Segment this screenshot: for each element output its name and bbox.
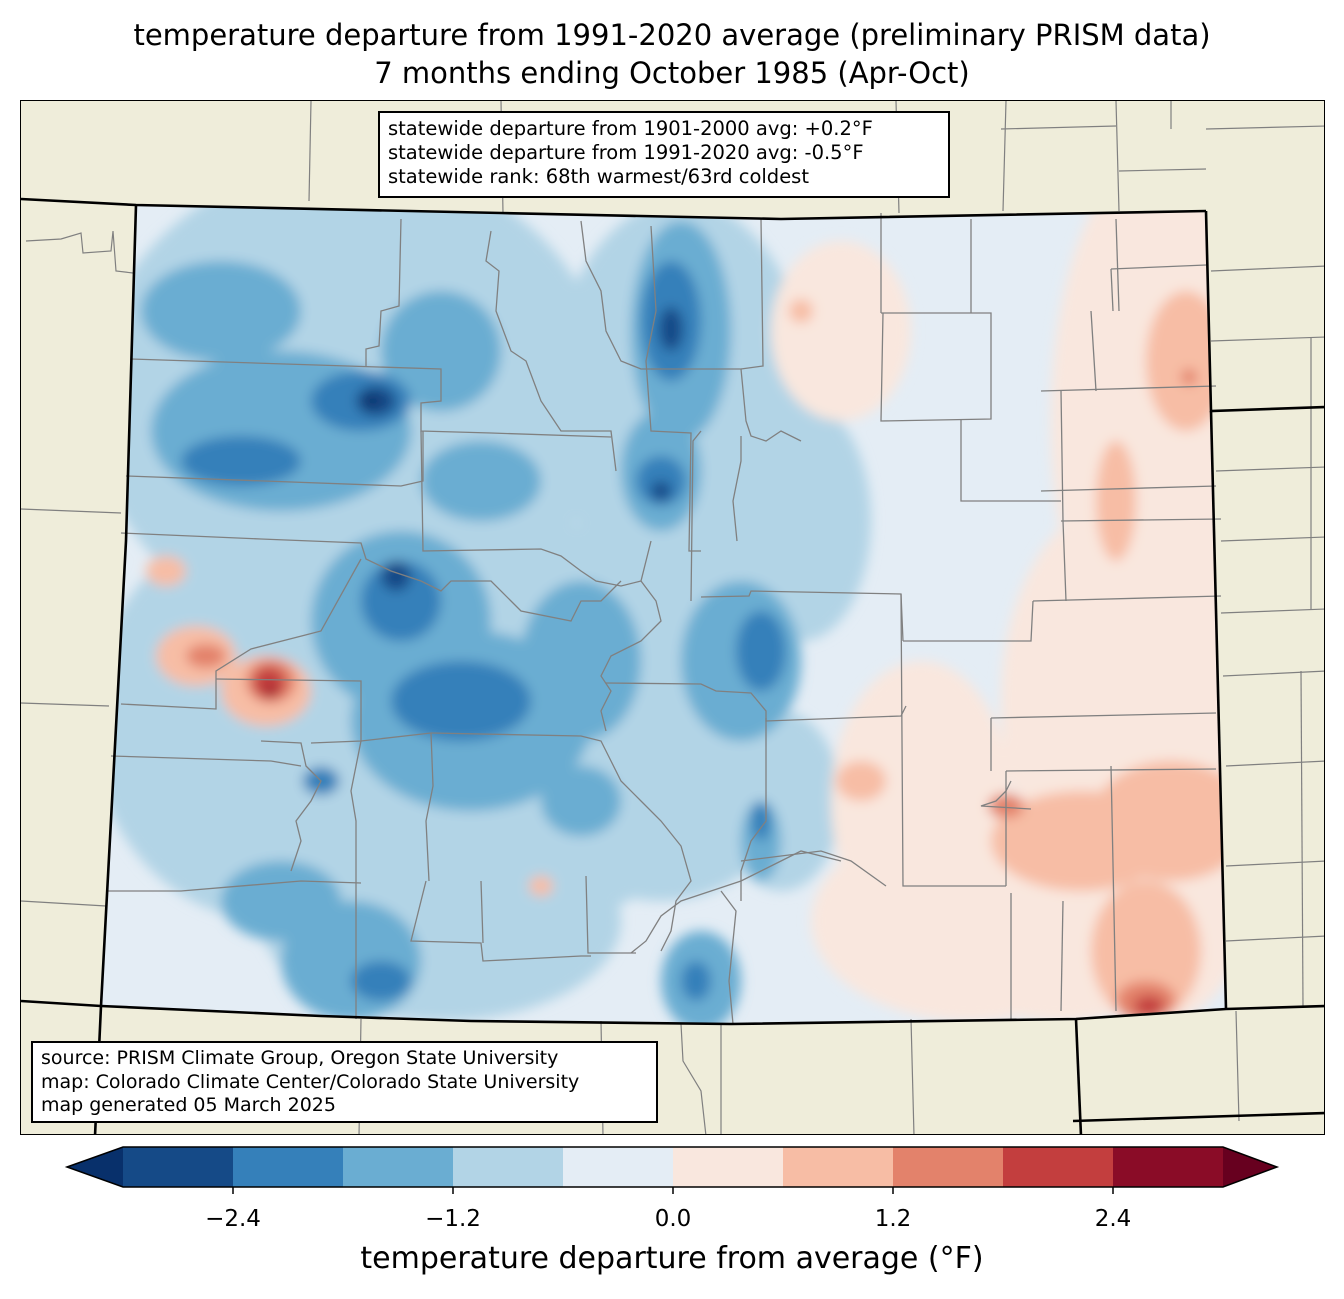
contour-region (186, 644, 226, 668)
colorbar-extend-over (1223, 1147, 1277, 1187)
colorbar-segment (453, 1147, 564, 1187)
colorbar-extend-under (67, 1147, 123, 1187)
contour-region (771, 241, 911, 421)
stats-departure-1991-2020: statewide departure from 1991-2020 avg: … (388, 141, 864, 164)
contour-region (789, 299, 813, 323)
stats-rank: statewide rank: 68th warmest/63rd coldes… (388, 165, 809, 188)
county-lines (106, 213, 1222, 1025)
contour-region (751, 801, 771, 841)
contour-region (521, 581, 641, 741)
colorbar-tick-label: 0.0 (654, 1206, 692, 1232)
source-credits-box: source: PRISM Climate Group, Oregon Stat… (31, 1041, 658, 1123)
contour-region (266, 686, 276, 696)
map-panel (20, 100, 1325, 1135)
colorbar-segment (563, 1147, 674, 1187)
contour-region (529, 876, 553, 896)
colorbar-segment (783, 1147, 894, 1187)
contour-fill (101, 205, 1226, 1024)
map-title-line1: temperature departure from 1991-2020 ave… (133, 18, 1211, 52)
contour-region (391, 661, 531, 741)
contour-region (541, 701, 781, 901)
temperature-departure-map (21, 101, 1324, 1134)
colorbar (64, 1146, 1280, 1194)
source-line: source: PRISM Climate Group, Oregon Stat… (41, 1047, 559, 1069)
contour-region (351, 961, 411, 1001)
contour-region (363, 394, 379, 408)
nebraska-kansas-border (1204, 210, 1324, 413)
contour-region (1146, 291, 1226, 431)
stats-departure-1901-2000: statewide departure from 1901-2000 avg: … (388, 117, 873, 140)
contour-region (181, 436, 301, 486)
contour-region (1134, 996, 1164, 1016)
contour-region (681, 961, 711, 1001)
colorbar-tick-label: 2.4 (1094, 1206, 1132, 1232)
contour-region (541, 766, 621, 836)
colorbar-segment (123, 1147, 234, 1187)
nm-oklahoma-border (1074, 1018, 1083, 1134)
colorbar-tick-label: −2.4 (205, 1206, 261, 1232)
contour-region (836, 761, 886, 801)
contour-region (1091, 761, 1226, 881)
wyoming-nebraska-border (21, 197, 1207, 221)
contour-region (1181, 369, 1197, 385)
colorbar-tick-label: 1.2 (874, 1206, 912, 1232)
colorbar-segment (233, 1147, 344, 1187)
statewide-stats-box: statewide departure from 1901-2000 avg: … (378, 111, 950, 198)
generated-date-line: map generated 05 March 2025 (41, 1094, 336, 1116)
contour-region (421, 441, 541, 521)
colorbar-segment (343, 1147, 454, 1187)
colorbar-segment (1113, 1147, 1224, 1187)
contour-region (381, 561, 411, 591)
map-title-line2: 7 months ending October 1985 (Apr-Oct) (374, 56, 970, 90)
contour-region (736, 611, 786, 691)
oklahoma-texas-border (1072, 1111, 1324, 1123)
contour-region (253, 667, 285, 699)
colorbar-segment (673, 1147, 784, 1187)
contour-region (731, 401, 871, 641)
contour-region (221, 861, 341, 941)
colorbar-segment (893, 1147, 1004, 1187)
contour-region (651, 481, 671, 501)
colorbar-segment (1003, 1147, 1114, 1187)
contour-region (659, 307, 683, 351)
contour-region (1096, 441, 1136, 561)
contour-region (146, 556, 186, 586)
map-credit-line: map: Colorado Climate Center/Colorado St… (41, 1070, 580, 1093)
colorbar-tick-label: −1.2 (425, 1206, 481, 1232)
contour-region (1091, 881, 1201, 1021)
colorbar-outline (64, 1146, 1280, 1188)
colorbar-label: temperature departure from average (°F) (360, 1241, 984, 1276)
kansas-border (1209, 410, 1228, 1010)
contour-region (141, 261, 301, 361)
contour-region (381, 291, 501, 411)
